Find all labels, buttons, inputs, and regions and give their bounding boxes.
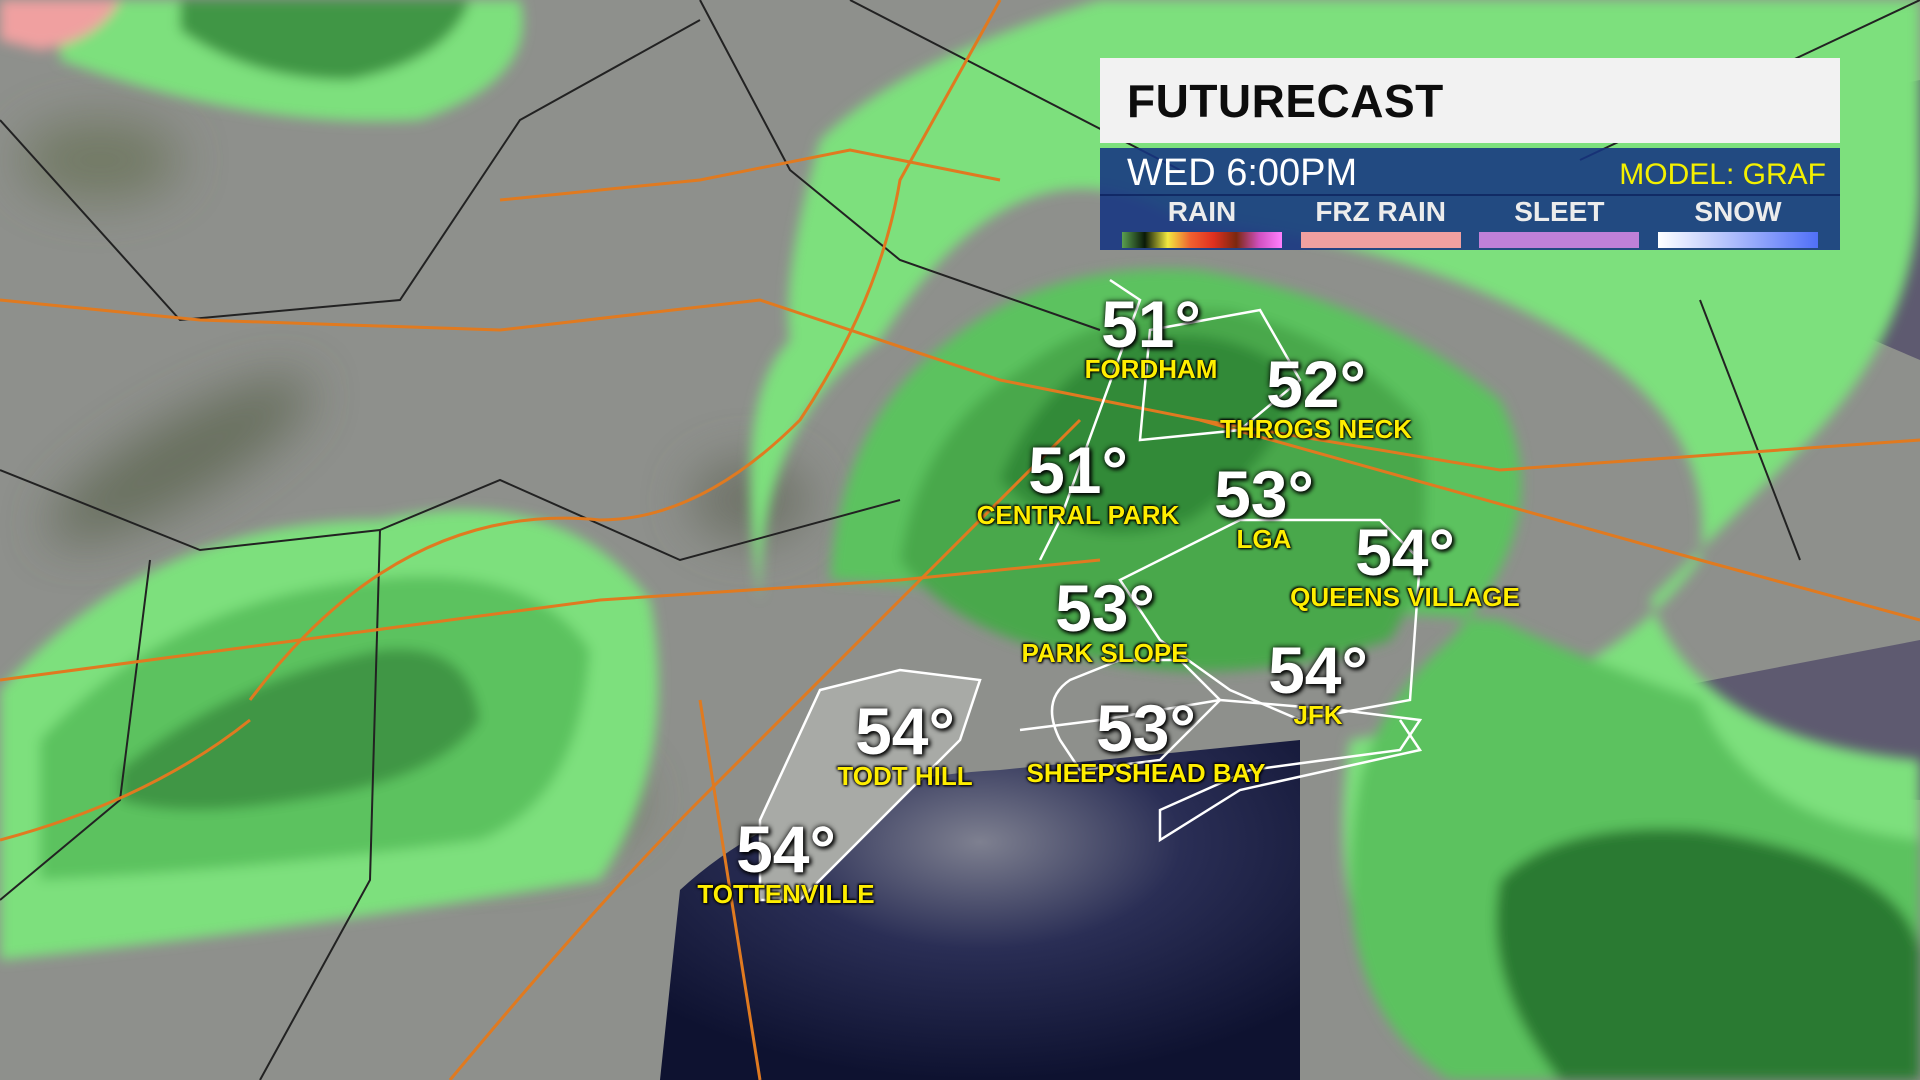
city-todt-hill: 54° TODT HILL	[837, 694, 973, 791]
legend-swatch	[1122, 232, 1282, 248]
city-lga: 53° LGA	[1214, 457, 1314, 554]
city-jfk: 54° JFK	[1268, 633, 1368, 730]
city-name: FORDHAM	[1084, 354, 1218, 384]
city-central-park: 51° CENTRAL PARK	[976, 433, 1180, 530]
legend-swatch	[1657, 232, 1818, 248]
panel-title: FUTURECAST	[1127, 74, 1444, 127]
city-throgs-neck: 52° THROGS NECK	[1219, 347, 1413, 444]
city-fordham: 51° FORDHAM	[1084, 287, 1218, 384]
legend-sleet: SLEET	[1479, 196, 1640, 248]
city-name: TOTTENVILLE	[697, 879, 875, 909]
temperature: 51°	[1101, 287, 1201, 361]
nyc-boroughs	[758, 278, 1423, 902]
city-name: CENTRAL PARK	[976, 500, 1180, 530]
temperature: 54°	[1355, 515, 1455, 589]
legend-label: RAIN	[1167, 196, 1237, 227]
legend-label: SLEET	[1514, 196, 1605, 227]
city-name: PARK SLOPE	[1021, 638, 1189, 668]
city-tottenville: 54° TOTTENVILLE	[697, 812, 875, 909]
temperature: 54°	[855, 694, 955, 768]
legend-swatch	[1479, 232, 1640, 248]
city-name: SHEEPSHEAD BAY	[1026, 758, 1266, 788]
temperature: 54°	[1268, 633, 1368, 707]
temperature: 53°	[1055, 571, 1155, 645]
city-queens-village: 54° QUEENS VILLAGE	[1290, 515, 1520, 612]
city-name: TODT HILL	[837, 761, 973, 791]
temperature: 51°	[1028, 433, 1128, 507]
legend-snow: SNOW	[1657, 196, 1818, 248]
temperature: 53°	[1214, 457, 1314, 531]
panel-info: WED 6:00PM MODEL: GRAF RAIN FRZ RAIN SLE…	[1100, 148, 1840, 250]
forecast-time: WED 6:00PM	[1127, 152, 1358, 194]
city-name: THROGS NECK	[1219, 414, 1413, 444]
divider	[1100, 194, 1840, 196]
city-name: JFK	[1293, 700, 1343, 730]
temperature: 54°	[736, 812, 836, 886]
temperature: 53°	[1096, 691, 1196, 765]
city-name: QUEENS VILLAGE	[1290, 582, 1520, 612]
legend-frz-rain: FRZ RAIN	[1300, 196, 1461, 248]
legend-swatch	[1300, 232, 1461, 248]
city-sheepshead-bay: 53° SHEEPSHEAD BAY	[1026, 691, 1266, 788]
city-name: LGA	[1236, 524, 1292, 554]
futurecast-panel: FUTURECAST WED 6:00PM MODEL: GRAF RAIN F…	[1100, 58, 1840, 250]
legend-rain: RAIN	[1122, 196, 1282, 248]
legend-label: FRZ RAIN	[1315, 196, 1446, 227]
legend-label: SNOW	[1694, 196, 1782, 227]
precip-legend: RAIN FRZ RAIN SLEET SNOW	[1122, 196, 1818, 248]
panel-header: FUTURECAST	[1100, 58, 1840, 143]
model-label: MODEL: GRAF	[1619, 158, 1826, 191]
temperature: 52°	[1266, 347, 1366, 421]
city-park-slope: 53° PARK SLOPE	[1021, 571, 1189, 668]
